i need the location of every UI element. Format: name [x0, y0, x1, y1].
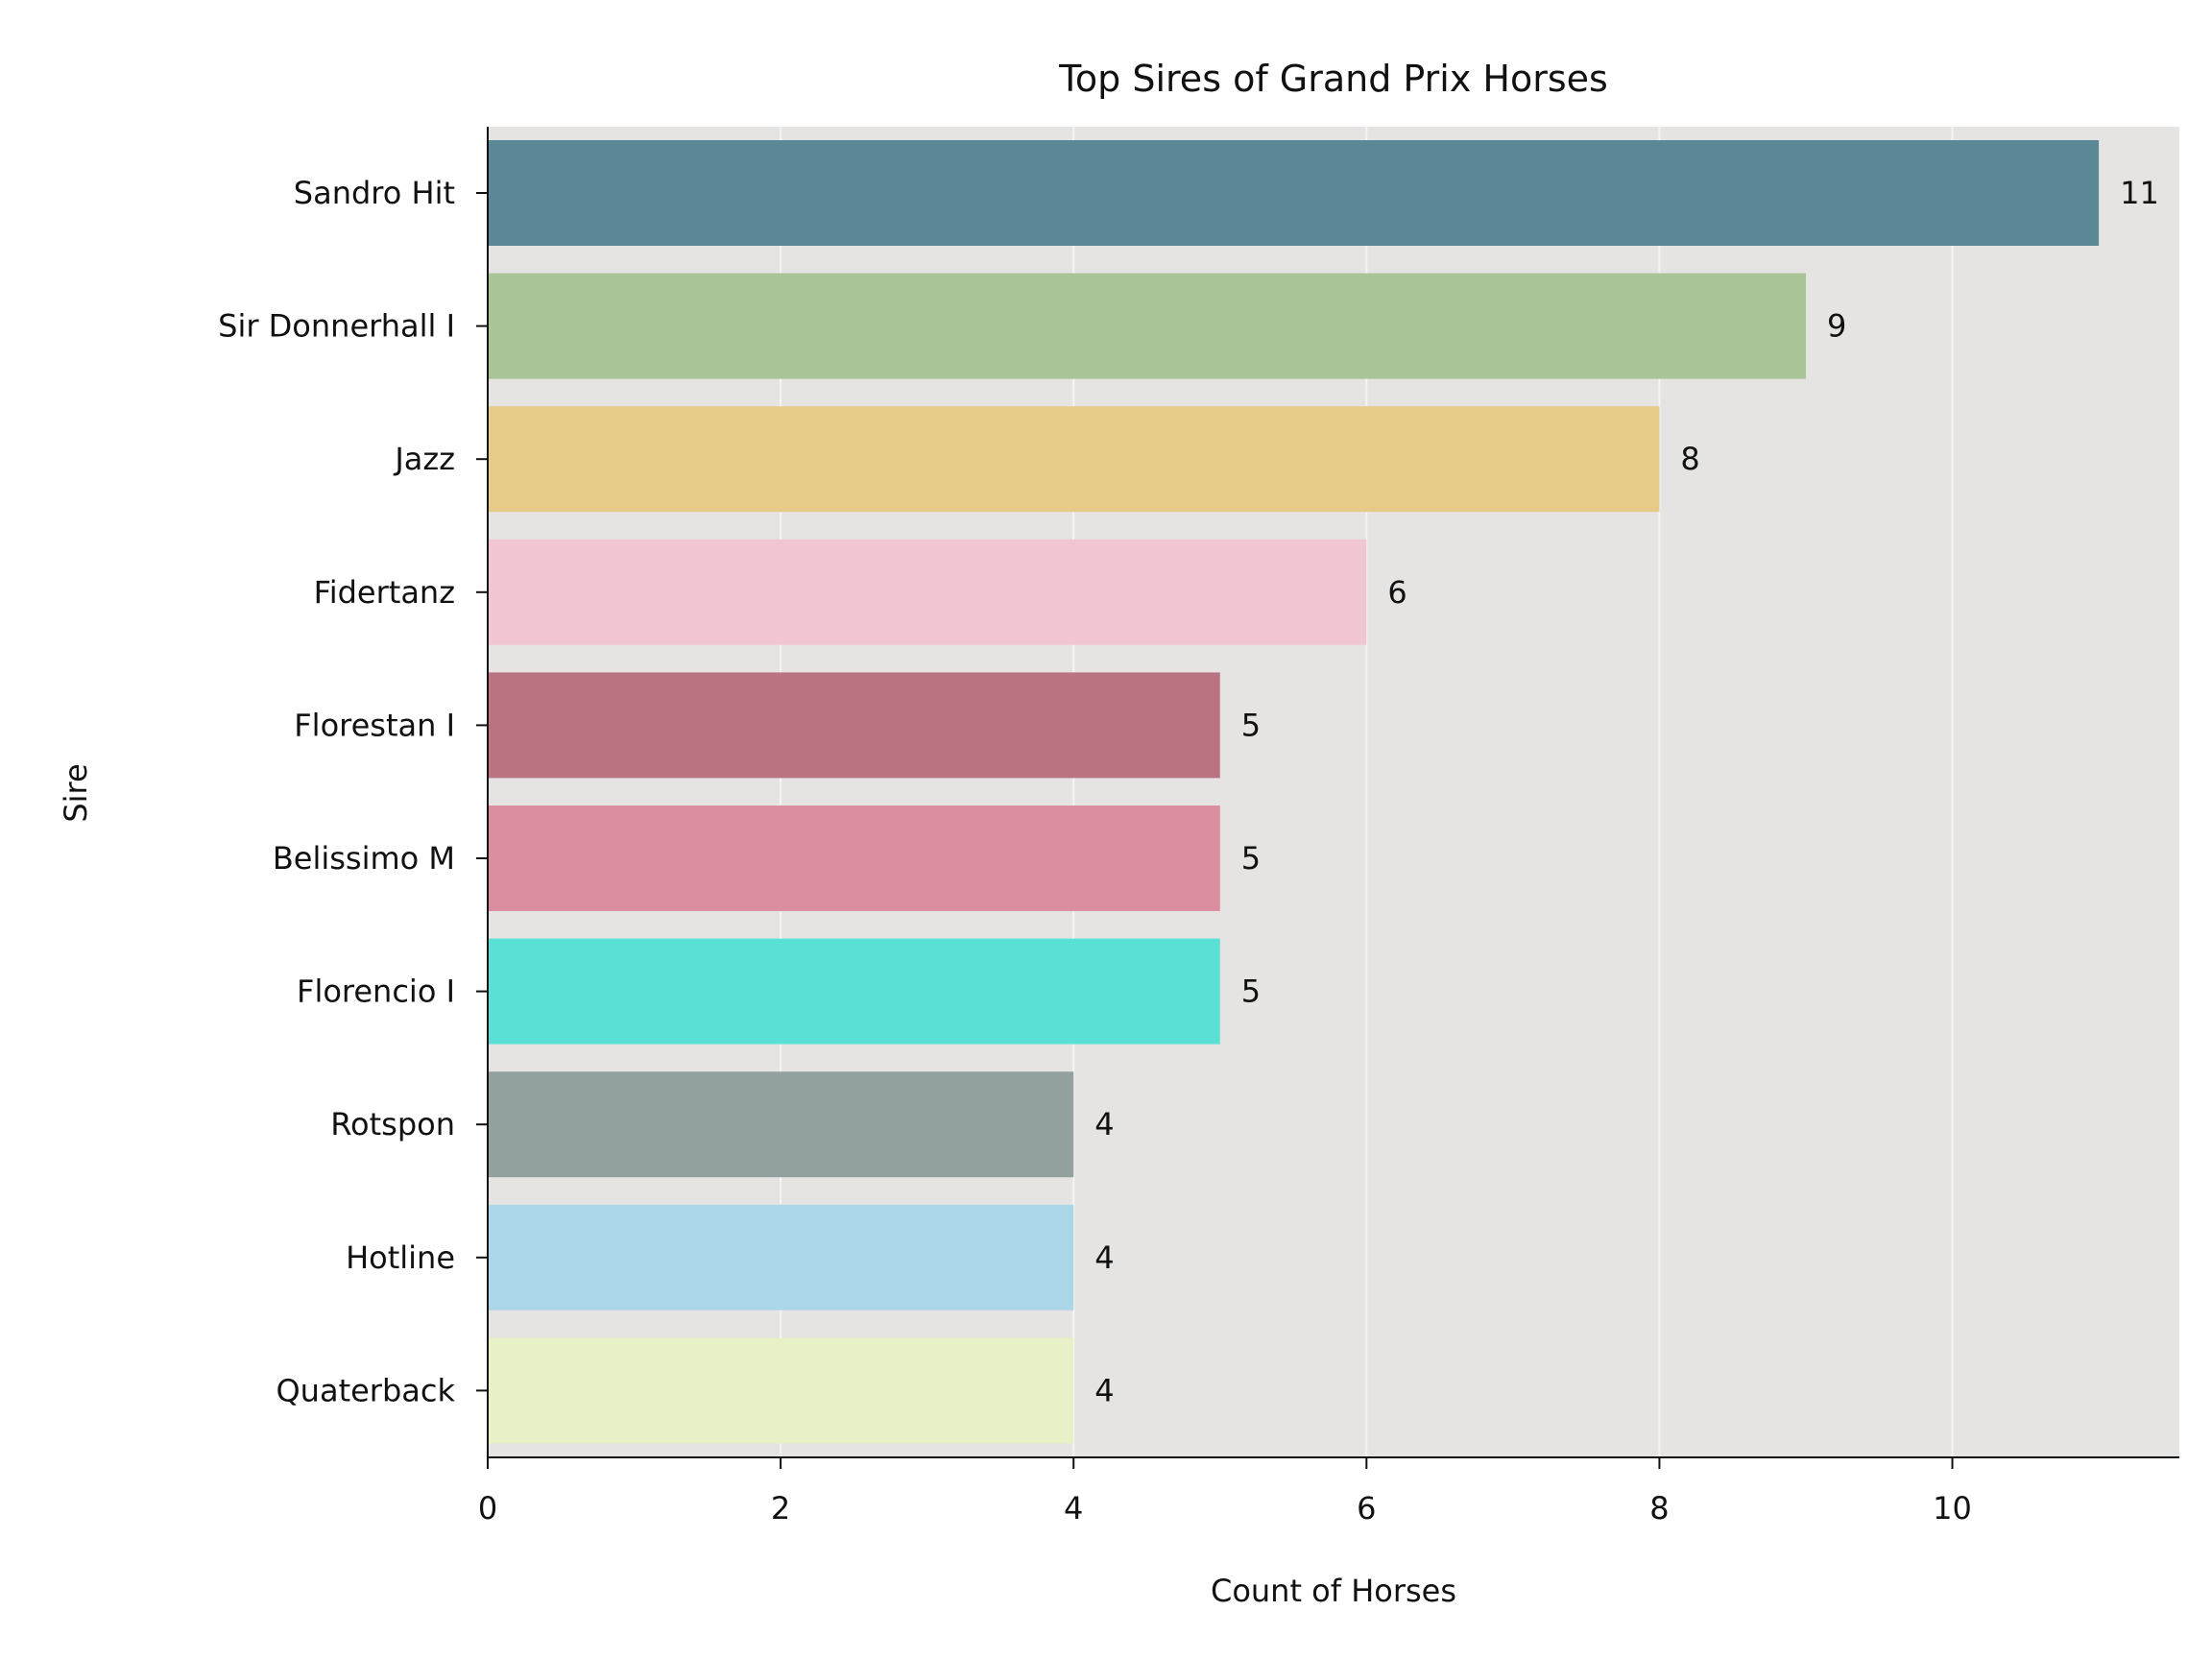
- x-tick-label: 0: [478, 1490, 497, 1527]
- data-label: 8: [1680, 441, 1699, 477]
- x-tick-label: 10: [1933, 1490, 1972, 1527]
- x-tick-label: 8: [1649, 1490, 1669, 1527]
- x-tick-label: 2: [771, 1490, 790, 1527]
- y-tick-label: Sir Donnerhall I: [218, 308, 455, 345]
- data-label: 4: [1094, 1239, 1114, 1276]
- x-tick-label: 6: [1357, 1490, 1376, 1527]
- y-tick-label: Quaterback: [276, 1372, 455, 1408]
- y-tick-label: Rotspon: [330, 1106, 455, 1142]
- chart-title: Top Sires of Grand Prix Horses: [1058, 58, 1608, 100]
- data-label: 4: [1094, 1372, 1114, 1408]
- bar: [488, 805, 1220, 911]
- bar: [488, 1071, 1074, 1178]
- y-tick-label: Fidertanz: [314, 574, 455, 611]
- bar: [488, 273, 1806, 379]
- y-tick-label: Jazz: [393, 441, 455, 477]
- x-tick-label: 4: [1064, 1490, 1083, 1527]
- data-label: 4: [1094, 1106, 1114, 1142]
- y-axis-ticks: Sandro Hit Sir Donnerhall I Jazz Fidertanz F…: [218, 175, 488, 1408]
- data-label: 11: [2120, 175, 2159, 211]
- y-tick-label: Sandro Hit: [294, 175, 455, 211]
- x-axis-label: Count of Horses: [1211, 1573, 1456, 1609]
- data-label: 5: [1241, 840, 1261, 877]
- bar: [488, 1337, 1074, 1444]
- data-label: 5: [1241, 974, 1261, 1010]
- bar: [488, 1204, 1074, 1310]
- data-label: 5: [1241, 707, 1261, 743]
- bar: [488, 938, 1220, 1045]
- y-axis-label: Sire: [58, 763, 94, 822]
- data-label: 9: [1827, 308, 1846, 345]
- x-axis-ticks: 0 2 4 6 8 10: [478, 1457, 1972, 1527]
- bars: [488, 140, 2100, 1444]
- y-tick-label: Florestan I: [294, 707, 455, 743]
- bar: [488, 539, 1367, 645]
- y-tick-label: Belissimo M: [273, 840, 455, 877]
- bar: [488, 672, 1220, 779]
- y-tick-label: Hotline: [346, 1239, 455, 1276]
- bar: [488, 406, 1660, 513]
- data-labels: 11 9 8 6 5 5 5 4 4 4: [1094, 175, 2159, 1408]
- bar: [488, 140, 2100, 246]
- y-tick-label: Florencio I: [297, 974, 455, 1010]
- data-label: 6: [1387, 574, 1407, 611]
